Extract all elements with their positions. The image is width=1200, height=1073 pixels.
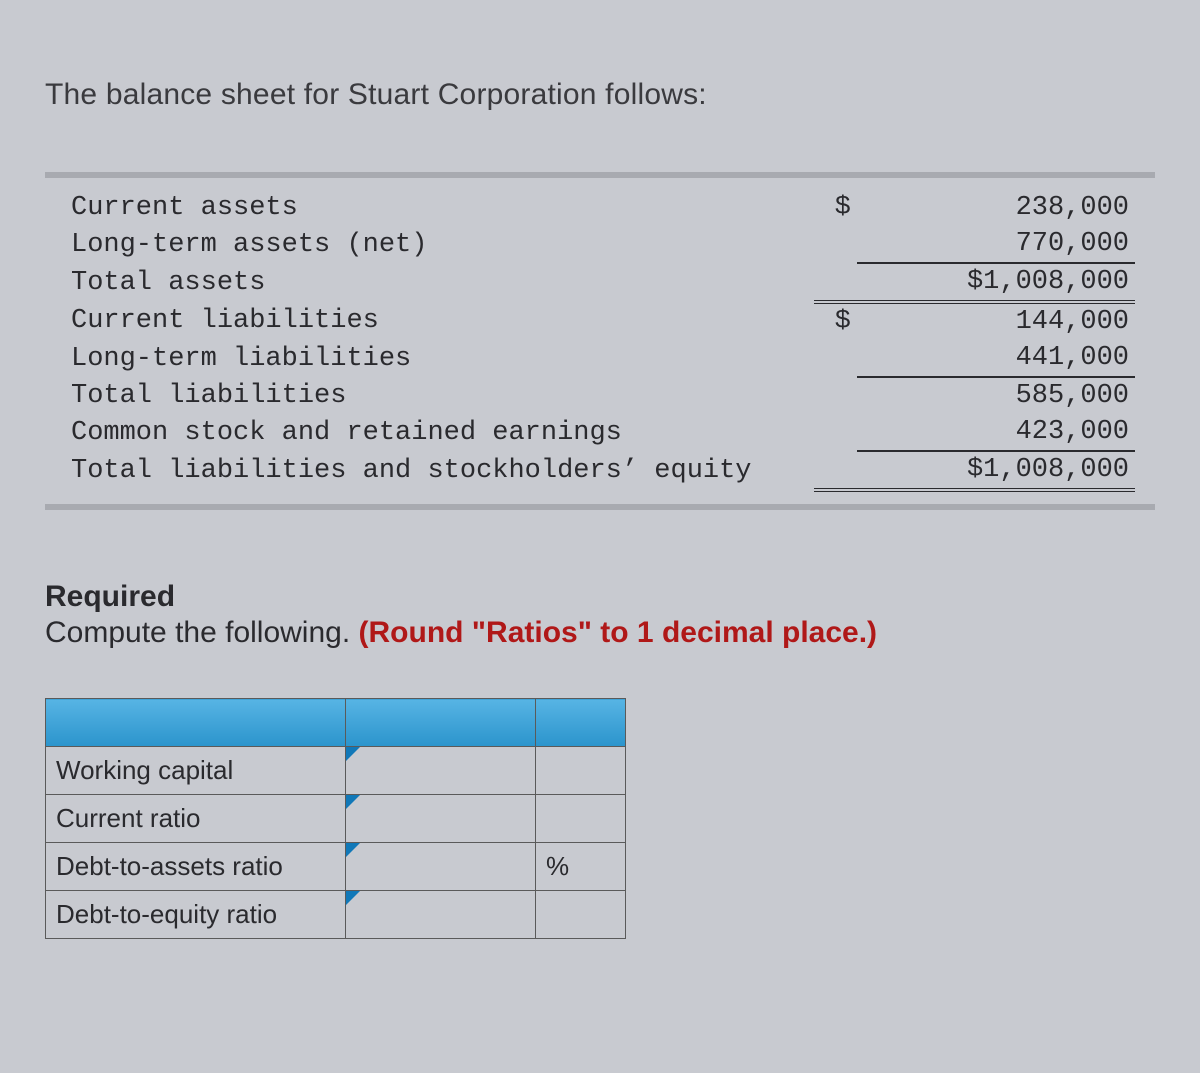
answer-row: Current ratio — [46, 795, 626, 843]
answer-input[interactable] — [346, 795, 535, 842]
answer-row-label: Debt-to-equity ratio — [46, 893, 345, 936]
answer-table: Working capitalCurrent ratioDebt-to-asse… — [45, 698, 626, 939]
bs-row-currency — [814, 377, 857, 414]
answer-header-label — [46, 699, 346, 747]
bs-row-currency — [814, 414, 857, 451]
answer-row-unit-cell — [536, 891, 626, 939]
answer-input-wrapper — [346, 891, 535, 938]
answer-row-input-cell[interactable] — [346, 795, 536, 843]
answer-row-input-cell[interactable] — [346, 747, 536, 795]
bs-row-value: 441,000 — [857, 340, 1135, 377]
balance-sheet-row: Total liabilities and stockholders’ equi… — [65, 451, 1135, 490]
answer-row-label-cell: Debt-to-assets ratio — [46, 843, 346, 891]
balance-sheet-section: Current assets$238,000Long-term assets (… — [45, 172, 1155, 510]
balance-sheet-row: Total assets $1,008,000 — [65, 263, 1135, 302]
balance-sheet-row: Common stock and retained earnings 423,00… — [65, 414, 1135, 451]
answer-row-label-cell: Debt-to-equity ratio — [46, 891, 346, 939]
bs-row-label: Common stock and retained earnings — [65, 414, 814, 451]
answer-row-unit-cell — [536, 747, 626, 795]
answer-input[interactable] — [346, 843, 535, 890]
answer-input[interactable] — [346, 747, 535, 794]
answer-input-wrapper — [346, 843, 535, 890]
answer-row-input-cell[interactable] — [346, 891, 536, 939]
required-text-highlight: (Round "Ratios" to 1 decimal place.) — [359, 616, 878, 649]
bs-row-label: Current liabilities — [65, 302, 814, 340]
answer-row-label: Working capital — [46, 749, 345, 792]
bs-row-currency — [814, 340, 857, 377]
bs-row-value: $1,008,000 — [857, 263, 1135, 302]
page-container: The balance sheet for Stuart Corporation… — [0, 0, 1200, 979]
answer-row-input-cell[interactable] — [346, 843, 536, 891]
answer-header-input — [346, 699, 536, 747]
bs-row-value: 585,000 — [857, 377, 1135, 414]
bs-row-value: 423,000 — [857, 414, 1135, 451]
answer-row: Working capital — [46, 747, 626, 795]
answer-row-unit-cell: % — [536, 843, 626, 891]
balance-sheet-row: Long-term assets (net) 770,000 — [65, 226, 1135, 263]
answer-header-row — [46, 699, 626, 747]
answer-row-label: Debt-to-assets ratio — [46, 845, 345, 888]
bs-row-currency: $ — [814, 190, 857, 226]
answer-header-unit — [536, 699, 626, 747]
balance-sheet-table: Current assets$238,000Long-term assets (… — [65, 190, 1135, 492]
bs-row-label: Total liabilities and stockholders’ equi… — [65, 451, 814, 490]
bs-row-currency — [814, 263, 857, 302]
bs-row-label: Current assets — [65, 190, 814, 226]
bs-row-value: 770,000 — [857, 226, 1135, 263]
answer-input[interactable] — [346, 891, 535, 938]
bs-row-value: 238,000 — [857, 190, 1135, 226]
balance-sheet-row: Total liabilities 585,000 — [65, 377, 1135, 414]
required-instruction: Compute the following. (Round "Ratios" t… — [45, 616, 1155, 650]
answer-input-wrapper — [346, 795, 535, 842]
answer-row-unit — [536, 909, 625, 921]
balance-sheet-row: Current assets$238,000 — [65, 190, 1135, 226]
answer-row-unit — [536, 813, 625, 825]
answer-row-unit-cell — [536, 795, 626, 843]
bs-row-value: 144,000 — [857, 302, 1135, 340]
answer-row-unit — [536, 765, 625, 777]
required-heading: Required — [45, 580, 1155, 614]
required-text-pre: Compute the following. — [45, 616, 359, 649]
answer-row-unit: % — [536, 845, 625, 888]
answer-row-label-cell: Current ratio — [46, 795, 346, 843]
bs-row-label: Long-term assets (net) — [65, 226, 814, 263]
bs-row-currency — [814, 226, 857, 263]
bs-row-value: $1,008,000 — [857, 451, 1135, 490]
bs-row-label: Total liabilities — [65, 377, 814, 414]
answer-input-wrapper — [346, 747, 535, 794]
answer-row-label: Current ratio — [46, 797, 345, 840]
bs-row-currency — [814, 451, 857, 490]
answer-row-label-cell: Working capital — [46, 747, 346, 795]
answer-row: Debt-to-equity ratio — [46, 891, 626, 939]
bs-row-label: Long-term liabilities — [65, 340, 814, 377]
intro-text: The balance sheet for Stuart Corporation… — [45, 78, 1155, 112]
bs-row-label: Total assets — [65, 263, 814, 302]
balance-sheet-row: Current liabilities$144,000 — [65, 302, 1135, 340]
answer-row: Debt-to-assets ratio% — [46, 843, 626, 891]
balance-sheet-row: Long-term liabilities 441,000 — [65, 340, 1135, 377]
bs-row-currency: $ — [814, 302, 857, 340]
